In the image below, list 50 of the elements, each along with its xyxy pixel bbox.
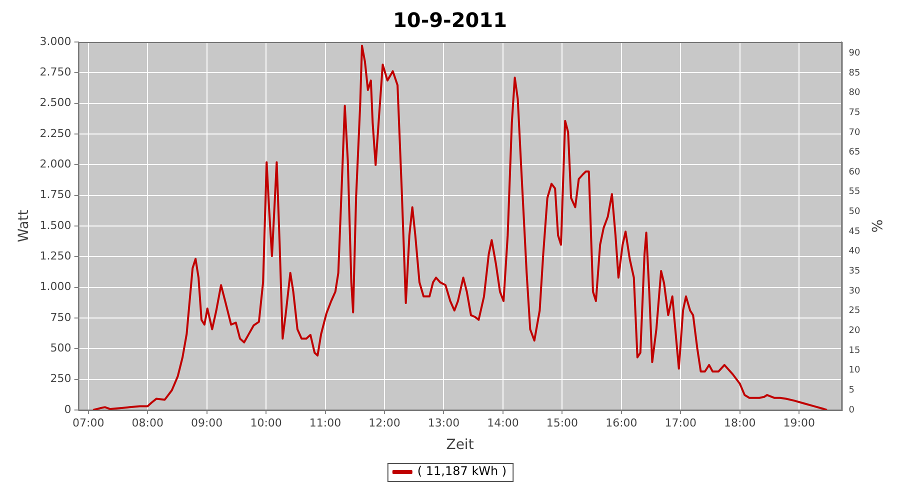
y2-tick-label: 20 [848,326,860,336]
y2-tick-label: 50 [848,207,860,218]
y-tick-label: 250 [50,372,72,386]
y-tick-label: 2.500 [40,96,72,110]
y2-tick-label: 90 [848,48,860,58]
x-tick-label: 10:00 [250,416,282,430]
y2-tick-label: 40 [848,246,860,257]
y2-tick-label: 60 [848,167,860,178]
y-tick-label: 2.000 [40,158,72,171]
y-tick-label: 1.250 [40,250,72,263]
x-axis-title: Zeit [446,437,474,454]
y2-tick-label: 55 [848,187,860,198]
y2-tick-label: 10 [848,366,860,376]
y-tick-label: 500 [50,342,72,355]
y2-tick-label: 75 [848,108,860,118]
x-tick-label: 15:00 [546,416,578,430]
legend-label: ( 11,187 kWh ) [417,464,507,478]
y2-tick-label: 25 [848,306,860,316]
x-tick-label: 08:00 [132,416,164,430]
y2-tick-label: 65 [848,148,860,158]
x-tick-label: 07:00 [72,416,104,430]
y-tick-label: 2.250 [40,126,72,140]
y-tick-label: 0 [64,402,72,416]
y2-tick-label: 45 [848,226,860,237]
y2-tick-label: 30 [848,286,860,296]
y-tick-label: 2.750 [40,66,72,79]
y-tick-label: 1.000 [40,280,72,294]
x-tick-label: 11:00 [309,416,342,430]
y2-tick-label: 15 [848,346,860,356]
y2-tick-label: 5 [848,386,854,396]
y2-tick-label: 70 [848,128,860,138]
x-tick-label: 17:00 [664,416,696,430]
y2-tick-label: 80 [848,88,860,98]
y-tick-label: 3.000 [40,34,72,48]
chart-title: 10-9-2011 [392,8,508,32]
y-tick-label: 1.750 [40,188,72,202]
y2-tick-label: 0 [848,405,855,416]
y2-tick-label: 35 [848,266,860,277]
y2-tick-label: 85 [848,68,860,78]
x-tick-label: 12:00 [368,416,400,430]
y-axis-title: Watt [16,209,32,242]
y-tick-label: 750 [50,310,72,324]
y2-axis-title: % [868,219,884,233]
x-tick-label: 13:00 [428,416,460,430]
x-tick-label: 16:00 [606,416,638,430]
x-tick-label: 19:00 [783,416,815,430]
y-tick-label: 1.500 [40,218,72,232]
x-tick-label: 18:00 [724,416,756,430]
x-tick-label: 14:00 [487,416,519,430]
x-tick-label: 09:00 [190,416,223,430]
